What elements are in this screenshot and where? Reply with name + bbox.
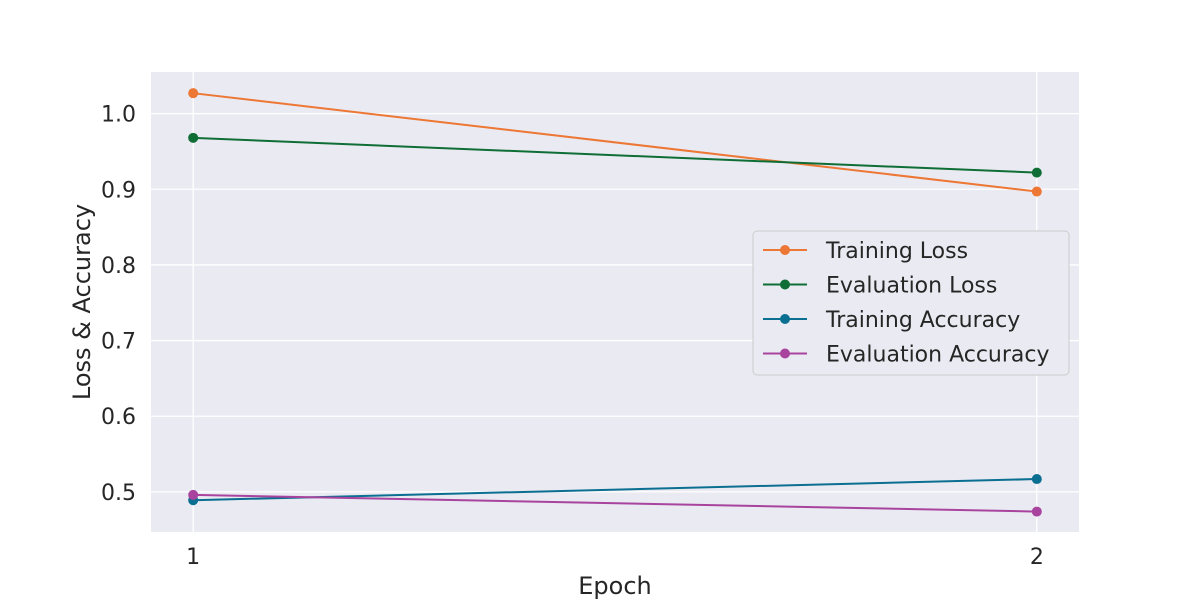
y-tick-label: 0.6	[101, 405, 136, 430]
legend-item: Training Accuracy	[763, 308, 1020, 333]
data-point	[1031, 186, 1042, 197]
legend-item: Evaluation Loss	[763, 274, 997, 299]
data-point	[1031, 506, 1042, 517]
legend-dot-marker	[780, 279, 790, 290]
data-point	[1031, 167, 1042, 178]
series-line	[193, 493, 1037, 513]
y-tick-labels: 0.5 0.6 0.7 0.8 0.9 1.0	[101, 103, 136, 506]
series-line	[193, 92, 1037, 193]
legend-dot-marker	[780, 348, 790, 359]
legend-label: Training Loss	[825, 239, 968, 264]
y-tick-label: 0.5	[101, 481, 136, 506]
data-point	[1031, 474, 1042, 485]
data-point	[188, 88, 199, 99]
y-tick-label: 0.9	[101, 178, 136, 203]
series-evaluation-accuracy	[188, 489, 1042, 517]
legend-box	[752, 230, 1070, 376]
y-axis-label: Loss & Accuracy	[68, 204, 96, 400]
data-point	[188, 132, 199, 143]
y-tick-label: 1.0	[101, 103, 136, 128]
data-point	[188, 489, 199, 500]
legend-dot-marker	[780, 245, 790, 255]
legend-label: Evaluation Accuracy	[826, 343, 1050, 368]
legend: Training Loss Evaluation Loss Training Acc…	[752, 230, 1070, 376]
series-training-loss	[188, 88, 1042, 197]
series-line	[193, 136, 1037, 174]
legend-item: Evaluation Accuracy	[763, 343, 1050, 368]
legend-dot-marker	[780, 314, 790, 324]
series-group	[188, 88, 1042, 517]
grid-lines	[151, 72, 1079, 532]
series-line	[193, 478, 1037, 502]
x-tick-label: 1	[186, 545, 200, 570]
series-evaluation-loss	[188, 132, 1042, 178]
legend-label: Evaluation Loss	[826, 274, 997, 299]
legend-label: Training Accuracy	[825, 308, 1020, 333]
x-tick-label: 2	[1030, 545, 1044, 570]
x-axis-label: Epoch	[578, 572, 652, 600]
y-tick-label: 0.7	[101, 330, 136, 355]
legend-item: Training Loss	[763, 239, 968, 264]
y-tick-label: 0.8	[101, 254, 136, 279]
